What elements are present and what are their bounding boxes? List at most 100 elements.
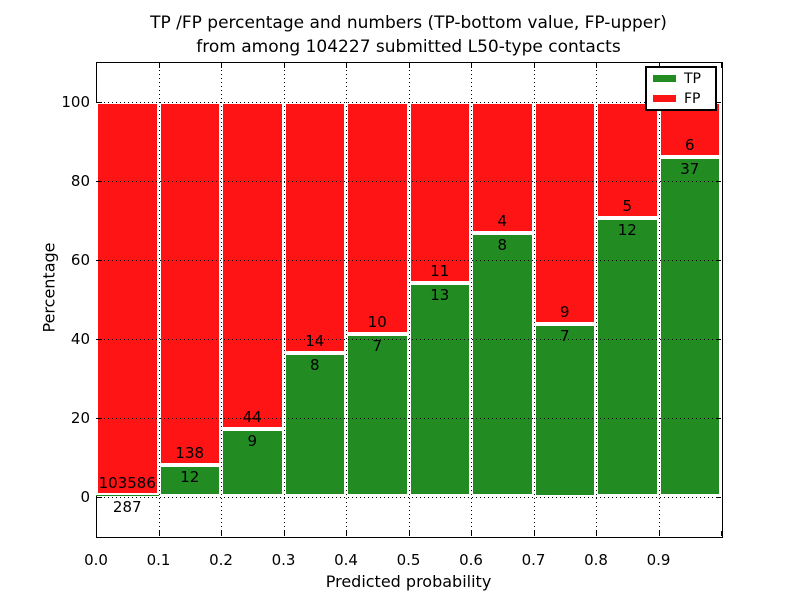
x-tick-label: 0.0 bbox=[84, 551, 108, 569]
bar-segment-tp bbox=[658, 156, 721, 497]
fp-count-label: 11 bbox=[430, 261, 450, 280]
tp-count-label: 7 bbox=[372, 336, 383, 355]
x-tick-mark bbox=[158, 531, 160, 536]
x-tick-label: 0.3 bbox=[271, 551, 296, 569]
y-tick-mark bbox=[97, 417, 102, 419]
fp-count-label: 103586 bbox=[98, 474, 156, 493]
bar-segment-tp bbox=[533, 323, 596, 497]
bar-segment-tp bbox=[221, 429, 284, 497]
x-tick-mark bbox=[596, 531, 597, 536]
bar-segment-fp bbox=[346, 101, 409, 334]
tp-count-label: 13 bbox=[430, 285, 450, 304]
y-tick-mark bbox=[716, 259, 721, 261]
fp-count-label: 4 bbox=[497, 212, 508, 231]
y-axis-label: Percentage bbox=[39, 242, 59, 333]
fp-count-label: 44 bbox=[242, 408, 262, 427]
y-tick-mark bbox=[97, 338, 102, 340]
bar-segment-tp bbox=[408, 282, 471, 497]
x-tick-label: 0.7 bbox=[521, 551, 546, 569]
x-tick-mark bbox=[96, 63, 97, 68]
x-gridline bbox=[283, 62, 285, 536]
x-tick-mark bbox=[346, 531, 347, 536]
x-tick-mark bbox=[408, 531, 410, 536]
y-tick-label: 40 bbox=[70, 329, 90, 348]
x-tick-mark bbox=[221, 63, 222, 68]
x-tick-mark bbox=[533, 63, 535, 68]
x-gridline bbox=[408, 62, 410, 536]
y-tick-mark bbox=[97, 496, 102, 498]
x-tick-mark bbox=[408, 63, 410, 68]
fp-count-label: 9 bbox=[559, 302, 570, 321]
x-tick-mark bbox=[221, 531, 222, 536]
y-tick-mark bbox=[97, 180, 102, 182]
x-gridline bbox=[596, 62, 597, 536]
chart-title-line1: TP /FP percentage and numbers (TP-bottom… bbox=[150, 13, 667, 33]
y-tick-label: 0 bbox=[80, 487, 90, 506]
x-tick-label: 0.1 bbox=[146, 551, 171, 569]
x-gridline bbox=[658, 62, 660, 536]
y-tick-mark bbox=[716, 496, 721, 498]
x-tick-label: 0.6 bbox=[459, 551, 483, 569]
y-tick-label: 60 bbox=[70, 250, 90, 269]
x-tick-mark bbox=[283, 63, 285, 68]
bar-segment-fp bbox=[158, 101, 221, 465]
tp-count-label: 12 bbox=[617, 220, 637, 239]
x-tick-mark bbox=[346, 63, 347, 68]
tp-count-label: 8 bbox=[309, 355, 320, 374]
x-tick-label: 0.4 bbox=[334, 551, 358, 569]
bar-segment-tp bbox=[158, 464, 221, 497]
y-tick-mark bbox=[716, 180, 721, 182]
x-tick-label: 0.5 bbox=[396, 551, 421, 569]
legend-swatch-fp bbox=[653, 95, 676, 102]
tp-count-label: 7 bbox=[559, 326, 570, 345]
tp-count-label: 8 bbox=[497, 236, 508, 255]
y-tick-label: 20 bbox=[70, 408, 90, 427]
bar-segment-fp bbox=[596, 101, 659, 218]
bar-segment-fp bbox=[221, 101, 284, 430]
x-tick-mark bbox=[721, 531, 722, 536]
x-tick-mark bbox=[721, 63, 722, 68]
legend-label-tp: TP bbox=[684, 70, 701, 87]
y-tick-mark bbox=[716, 338, 721, 340]
x-tick-label: 0.2 bbox=[209, 551, 233, 569]
x-tick-mark bbox=[471, 531, 472, 536]
tp-count-label: 9 bbox=[247, 432, 258, 451]
fp-count-label: 6 bbox=[684, 135, 695, 154]
bar-segment-fp bbox=[96, 101, 159, 496]
fp-count-label: 138 bbox=[175, 443, 205, 462]
x-gridline bbox=[221, 62, 222, 536]
x-tick-label: 0.8 bbox=[584, 551, 608, 569]
tp-count-label: 12 bbox=[180, 467, 200, 486]
x-tick-mark bbox=[658, 63, 660, 68]
x-tick-mark bbox=[471, 63, 472, 68]
fp-count-label: 10 bbox=[367, 312, 387, 331]
legend: TP FP bbox=[645, 66, 717, 111]
x-gridline bbox=[471, 62, 472, 536]
x-gridline bbox=[533, 62, 535, 536]
y-tick-mark bbox=[716, 101, 721, 103]
y-tick-mark bbox=[97, 259, 102, 261]
legend-item-fp: FP bbox=[653, 92, 709, 106]
bar-segment-fp bbox=[471, 101, 534, 234]
legend-label-fp: FP bbox=[684, 90, 701, 107]
x-tick-mark bbox=[596, 63, 597, 68]
bar-segment-fp bbox=[408, 101, 471, 283]
x-gridline bbox=[346, 62, 347, 536]
bar-segment-tp bbox=[96, 495, 159, 497]
y-tick-label: 80 bbox=[70, 171, 90, 190]
bar-segment-tp bbox=[471, 233, 534, 497]
fp-count-label: 14 bbox=[305, 331, 325, 350]
y-tick-mark bbox=[716, 417, 721, 419]
x-tick-mark bbox=[283, 531, 285, 536]
legend-item-tp: TP bbox=[653, 72, 709, 86]
tp-count-label: 37 bbox=[680, 159, 700, 178]
fp-count-label: 5 bbox=[622, 196, 633, 215]
x-tick-mark bbox=[533, 531, 535, 536]
y-tick-label: 100 bbox=[61, 92, 90, 111]
x-tick-mark bbox=[158, 63, 160, 68]
chart-title-line2: from among 104227 submitted L50-type con… bbox=[196, 37, 621, 57]
legend-swatch-tp bbox=[653, 75, 676, 82]
bar-segment-tp bbox=[346, 333, 409, 497]
x-tick-mark bbox=[658, 531, 660, 536]
